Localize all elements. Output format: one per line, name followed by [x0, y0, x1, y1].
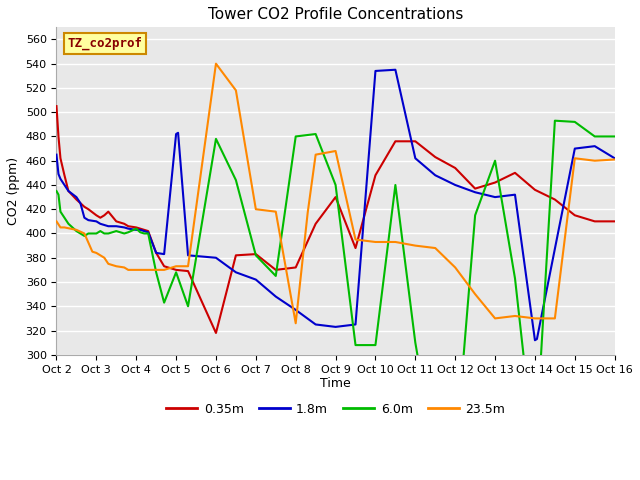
Y-axis label: CO2 (ppm): CO2 (ppm): [7, 157, 20, 225]
Title: Tower CO2 Profile Concentrations: Tower CO2 Profile Concentrations: [208, 7, 463, 22]
Legend: 0.35m, 1.8m, 6.0m, 23.5m: 0.35m, 1.8m, 6.0m, 23.5m: [161, 397, 510, 420]
X-axis label: Time: Time: [320, 377, 351, 390]
Text: TZ_co2prof: TZ_co2prof: [68, 37, 143, 50]
